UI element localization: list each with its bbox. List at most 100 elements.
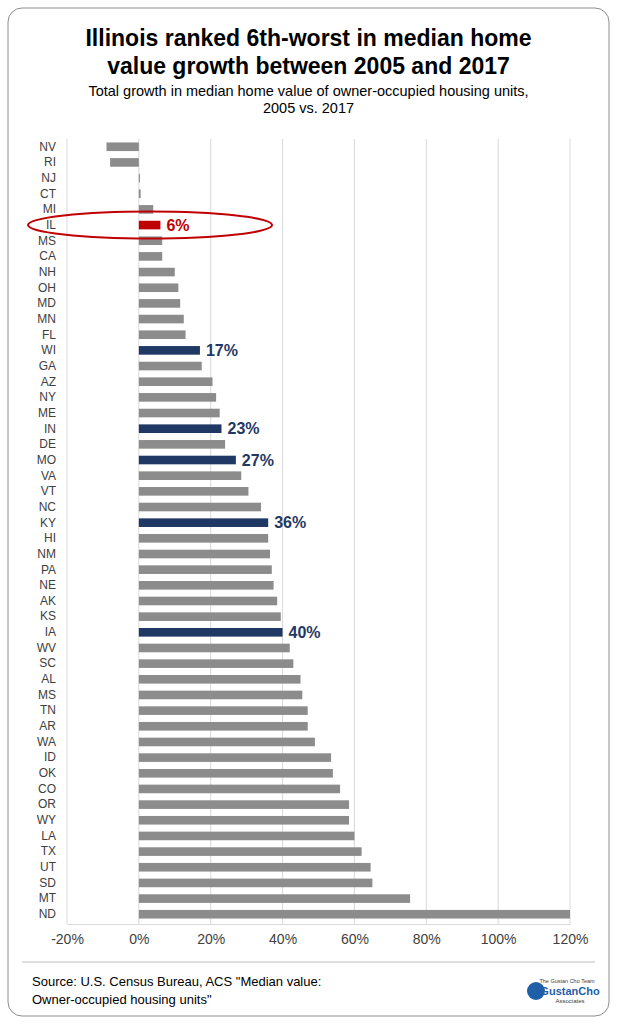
y-tick-label: KY bbox=[40, 516, 56, 530]
y-tick-label: NM bbox=[37, 547, 56, 561]
x-axis: -20%0%20%40%60%80%100%120% bbox=[51, 924, 588, 947]
y-tick-label: WI bbox=[41, 343, 56, 357]
y-tick-label: CO bbox=[38, 782, 56, 796]
y-tick-label: MT bbox=[39, 891, 57, 905]
y-tick: NJ bbox=[41, 171, 62, 185]
y-tick: AZ bbox=[41, 375, 62, 389]
y-tick: FL bbox=[42, 328, 62, 342]
y-tick: VT bbox=[41, 484, 62, 498]
y-tick: SD bbox=[39, 876, 62, 890]
bar bbox=[139, 691, 302, 700]
bar bbox=[139, 879, 373, 888]
bar bbox=[139, 612, 281, 621]
bar bbox=[139, 503, 261, 512]
logo-text: Associates bbox=[555, 998, 584, 1004]
data-label: 6% bbox=[166, 217, 189, 234]
y-tick-label: ND bbox=[39, 907, 57, 921]
bar bbox=[139, 910, 570, 919]
bar bbox=[139, 299, 180, 308]
y-tick: MO bbox=[37, 453, 62, 467]
y-tick-label: AL bbox=[41, 672, 56, 686]
y-tick-label: RI bbox=[44, 155, 56, 169]
y-tick: HI bbox=[44, 531, 62, 545]
y-tick-label: LA bbox=[41, 829, 56, 843]
y-tick: RI bbox=[44, 155, 62, 169]
y-tick-label: AK bbox=[40, 594, 56, 608]
bar bbox=[139, 863, 371, 872]
y-tick: ND bbox=[39, 907, 62, 921]
y-tick: MS bbox=[38, 234, 62, 248]
subtitle: Total growth in median home value of own… bbox=[88, 83, 528, 99]
title: value growth between 2005 and 2017 bbox=[107, 53, 510, 79]
bar bbox=[139, 283, 179, 292]
grid-line bbox=[570, 139, 571, 924]
bar bbox=[139, 362, 202, 371]
y-tick: ME bbox=[38, 406, 62, 420]
y-tick: CA bbox=[39, 249, 62, 263]
data-label: 40% bbox=[289, 624, 321, 641]
highlight-ellipse bbox=[28, 212, 272, 239]
y-tick: OR bbox=[38, 797, 62, 811]
y-tick-label: SC bbox=[39, 656, 56, 670]
y-tick-label: MD bbox=[37, 296, 56, 310]
y-tick-label: MS bbox=[38, 688, 56, 702]
y-tick: LA bbox=[41, 829, 62, 843]
bar bbox=[139, 487, 249, 496]
y-tick-label: MS bbox=[38, 234, 56, 248]
y-tick: MS bbox=[38, 688, 62, 702]
y-tick: UT bbox=[40, 860, 62, 874]
x-tick-label: 20% bbox=[197, 931, 225, 947]
bar bbox=[139, 753, 331, 762]
bar bbox=[139, 894, 410, 903]
y-tick-label: WY bbox=[37, 813, 56, 827]
y-tick: IN bbox=[44, 422, 62, 436]
y-tick: NC bbox=[39, 500, 62, 514]
grid-line bbox=[426, 139, 427, 924]
bar bbox=[139, 644, 290, 653]
grid-line bbox=[67, 139, 68, 924]
y-axis: NVRINJCTMIILMSCANHOHMDMNFLWIGAAZNYMEINDE… bbox=[37, 140, 62, 921]
y-tick-label: OK bbox=[39, 766, 56, 780]
y-tick: NH bbox=[39, 265, 62, 279]
logo: The Gustan Cho TeamGustanChoAssociates bbox=[527, 978, 600, 1004]
y-tick-label: OH bbox=[38, 281, 56, 295]
data-label: 36% bbox=[274, 514, 306, 531]
bar bbox=[139, 221, 161, 230]
y-tick: VA bbox=[41, 469, 62, 483]
bar bbox=[139, 722, 308, 731]
bar bbox=[139, 565, 272, 574]
bar bbox=[139, 738, 315, 747]
chart: Illinois ranked 6th-worst in median home… bbox=[0, 0, 617, 1024]
bar bbox=[139, 315, 184, 324]
bar bbox=[139, 330, 186, 339]
x-tick-label: 60% bbox=[341, 931, 369, 947]
title: Illinois ranked 6th-worst in median home bbox=[85, 25, 531, 51]
y-tick-label: CA bbox=[39, 249, 56, 263]
y-tick-label: IA bbox=[45, 625, 56, 639]
x-tick: -20% bbox=[51, 924, 84, 947]
y-tick: MN bbox=[37, 312, 62, 326]
bar bbox=[139, 393, 216, 402]
separator bbox=[22, 962, 595, 963]
y-tick: NV bbox=[39, 140, 62, 154]
x-tick-label: 80% bbox=[413, 931, 441, 947]
y-tick: KS bbox=[40, 609, 62, 623]
y-tick: IL bbox=[46, 218, 62, 232]
y-tick-label: GA bbox=[39, 359, 56, 373]
y-tick: TN bbox=[40, 703, 62, 717]
y-tick: AR bbox=[39, 719, 62, 733]
bar bbox=[139, 471, 241, 480]
y-tick-label: IL bbox=[46, 218, 56, 232]
y-tick-label: TN bbox=[40, 703, 56, 717]
y-tick-label: NV bbox=[39, 140, 56, 154]
bar bbox=[139, 550, 270, 559]
bar bbox=[107, 142, 139, 151]
bar bbox=[110, 158, 139, 167]
y-tick: CO bbox=[38, 782, 62, 796]
subtitle: 2005 vs. 2017 bbox=[263, 100, 354, 116]
y-tick-label: NE bbox=[39, 578, 56, 592]
bar bbox=[139, 440, 225, 449]
bar bbox=[139, 800, 349, 809]
bar bbox=[139, 377, 213, 386]
bar bbox=[139, 628, 283, 637]
